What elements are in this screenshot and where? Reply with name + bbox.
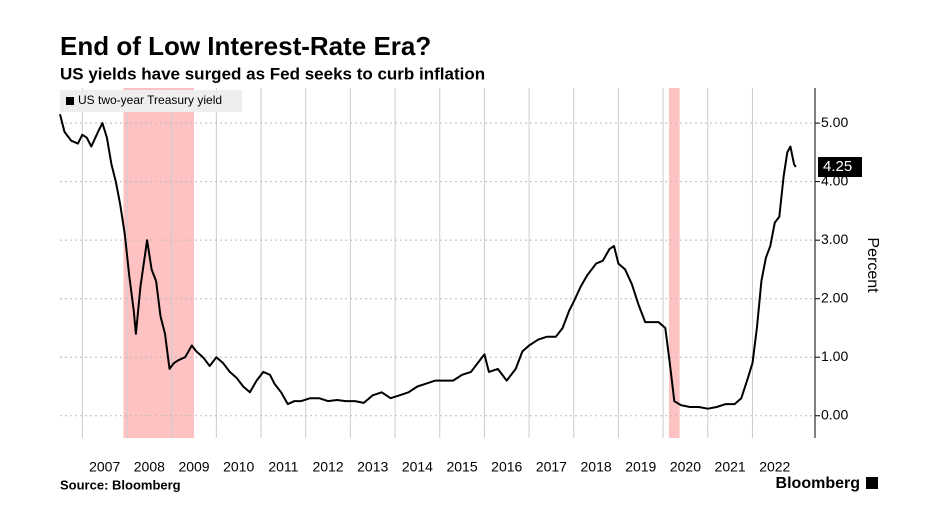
y-tick-label: 0.00 [821,406,848,422]
recession-band [668,88,680,438]
x-tick-label: 2022 [759,459,790,475]
brand-logo: Bloomberg [776,475,860,492]
y-tick-label: 5.00 [821,114,848,130]
x-tick-label: 2015 [446,459,477,475]
x-tick-label: 2007 [89,459,120,475]
last-value-label: 4.25 [823,158,852,175]
y-tick-label: 2.00 [821,289,848,305]
x-tick-label: 2009 [178,459,209,475]
x-tick-label: 2016 [491,459,522,475]
legend-swatch [66,97,74,105]
x-tick-label: 2020 [670,459,701,475]
x-tick-label: 2014 [402,459,433,475]
brand-icon [866,477,878,489]
y-tick-label: 3.00 [821,231,848,247]
x-tick-label: 2008 [134,459,165,475]
x-tick-label: 2017 [536,459,567,475]
legend-label: US two-year Treasury yield [78,93,222,107]
y-axis-label: Percent [864,237,881,293]
y-tick-label: 1.00 [821,348,848,364]
source: Source: Bloomberg [60,477,181,492]
x-tick-label: 2013 [357,459,388,475]
x-tick-label: 2021 [715,459,746,475]
chart-subtitle: US yields have surged as Fed seeks to cu… [60,64,485,83]
chart-title: End of Low Interest-Rate Era? [60,31,431,61]
x-tick-label: 2010 [223,459,254,475]
x-tick-label: 2018 [581,459,612,475]
x-tick-label: 2012 [312,459,343,475]
recession-band [123,88,195,438]
legend-box [60,90,242,112]
x-tick-label: 2011 [268,459,298,475]
x-tick-label: 2019 [625,459,656,475]
last-value-box [818,157,862,178]
series-line [59,114,797,410]
